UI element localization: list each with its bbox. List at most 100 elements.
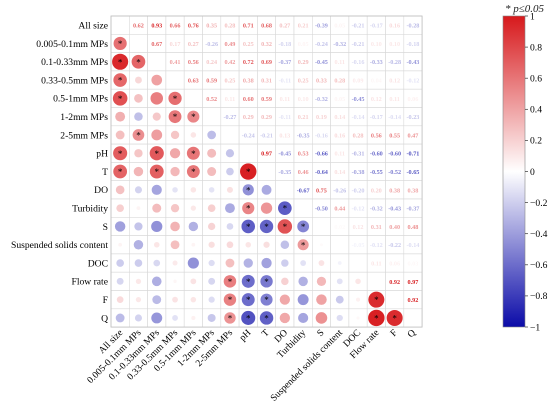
coefficient-label: 0.10 — [371, 41, 382, 48]
correlation-circle — [260, 275, 273, 288]
correlation-circle — [115, 313, 125, 323]
significance-star: * — [118, 76, 123, 86]
correlation-circle — [356, 316, 360, 320]
coefficient-label: -0.45 — [352, 96, 365, 103]
row-labels: All size 0.005-0.1mm MPs 0.1-0.33mm MPs 0.3… — [11, 20, 108, 324]
coefficient-label: 0.13 — [279, 132, 290, 139]
coefficient-label: -0.37 — [407, 206, 420, 213]
correlation-circle — [259, 311, 274, 325]
coefficient-label: 0.62 — [133, 23, 144, 30]
correlation-circle — [188, 221, 199, 232]
coefficient-label: -0.14 — [352, 114, 365, 121]
coefficient-label: 0.12 — [389, 77, 400, 84]
grid-cell — [110, 15, 130, 35]
significance-note: * p≤0.05 — [505, 3, 545, 15]
coefficient-label: 0.38 — [408, 187, 419, 194]
coefficient-label: 0.71 — [243, 23, 254, 30]
correlation-circle — [207, 167, 217, 177]
significance-star: * — [118, 149, 123, 159]
coefficient-label: -0.18 — [407, 41, 420, 48]
correlation-circle — [186, 146, 200, 160]
coefficient-label: 0.10 — [298, 96, 309, 103]
coefficient-label: -0.33 — [370, 59, 383, 66]
coefficient-label: -0.12 — [370, 242, 383, 249]
colorbar-tick-label: 0 — [530, 167, 535, 178]
coefficient-label: 0.05 — [334, 23, 345, 30]
coefficient-label: 0.05 — [298, 41, 309, 48]
coefficient-label: -0.65 — [407, 169, 420, 176]
coefficient-label: 0.46 — [298, 169, 309, 176]
column-label: pH — [237, 327, 253, 343]
coefficient-label: -0.38 — [352, 169, 365, 176]
correlation-circle — [281, 259, 289, 267]
column-label: Q — [405, 327, 418, 340]
coefficient-label: 0.56 — [188, 59, 199, 66]
coefficient-label: 0.33 — [316, 77, 327, 84]
coefficient-label: -0.43 — [388, 206, 401, 213]
correlation-circle — [279, 294, 290, 305]
grid-cell — [257, 162, 276, 181]
correlation-circle — [207, 130, 216, 140]
correlation-circle — [297, 239, 309, 251]
coefficient-label: 0.63 — [188, 77, 199, 84]
correlation-circle — [280, 240, 290, 250]
correlation-circle — [261, 257, 272, 269]
coefficient-label: -0.24 — [242, 132, 255, 139]
correlation-circle — [208, 187, 215, 193]
significance-star: * — [191, 112, 196, 122]
coefficient-label: 0.11 — [371, 260, 382, 267]
coefficient-label: -0.21 — [352, 41, 365, 48]
correlation-circle — [151, 312, 163, 324]
correlation-circle — [281, 277, 289, 286]
significance-star: * — [155, 167, 160, 177]
coefficient-label: 0.52 — [206, 96, 217, 103]
coefficient-label: 0.29 — [298, 59, 309, 66]
coefficient-label: -0.14 — [388, 114, 401, 121]
coefficient-label: 0.12 — [353, 224, 364, 231]
grid-cell — [348, 253, 368, 273]
correlation-circle — [316, 276, 327, 286]
correlation-circle — [169, 148, 181, 159]
coefficient-label: 0.92 — [389, 279, 400, 286]
coefficient-label: 0.03 — [408, 260, 419, 267]
correlation-circle — [116, 277, 124, 285]
correlation-circle — [223, 293, 237, 306]
correlation-circle — [153, 259, 161, 267]
correlation-circle — [172, 260, 178, 266]
correlation-cells: 0.62 0.93 0.66 0.76 0.35 0.28 0.71 0.68 0.27 0.21… — [110, 15, 423, 328]
coefficient-label: 0.59 — [206, 77, 217, 84]
correlation-circle — [134, 259, 143, 267]
colorbar-tick-label: 0.6 — [530, 74, 542, 85]
coefficient-label: 0.27 — [279, 23, 290, 30]
correlation-circle — [208, 296, 215, 303]
significance-star: * — [228, 277, 233, 287]
correlation-circle — [151, 129, 163, 141]
coefficient-label: 0.75 — [316, 187, 327, 194]
significance-star: * — [374, 295, 379, 305]
correlation-circle — [135, 278, 142, 284]
coefficient-label: 0.76 — [188, 23, 199, 30]
coefficient-label: -0.52 — [388, 169, 401, 176]
grid-cell — [311, 217, 331, 236]
colorbar-tick-label: −1 — [530, 322, 540, 333]
row-label: pH — [96, 149, 108, 160]
correlation-circle — [318, 260, 325, 266]
coefficient-label: 0.53 — [298, 151, 309, 158]
correlation-circle — [261, 184, 272, 195]
coefficient-label: 0.31 — [261, 77, 272, 84]
coefficient-label: 0.40 — [389, 224, 400, 231]
correlation-circle — [368, 309, 385, 327]
coefficient-label: 0.97 — [261, 151, 272, 158]
correlation-circle — [149, 146, 164, 161]
correlation-circle — [116, 296, 124, 303]
coefficient-label: -0.28 — [407, 23, 420, 30]
correlation-circle — [190, 205, 196, 211]
coefficient-label: 0.31 — [371, 224, 382, 231]
coefficient-label: 0.16 — [389, 23, 400, 30]
coefficient-label: 0.32 — [261, 41, 272, 48]
coefficient-label: -0.31 — [352, 151, 365, 158]
correlation-circle — [226, 223, 234, 230]
significance-star: * — [246, 222, 251, 232]
grid-cell — [183, 88, 203, 108]
